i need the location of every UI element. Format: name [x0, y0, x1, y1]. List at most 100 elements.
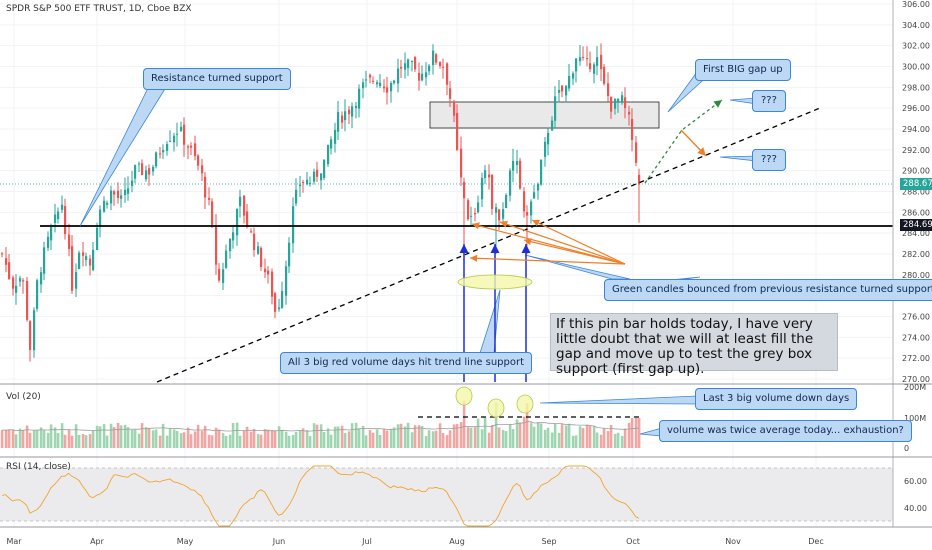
volume-bar: [60, 423, 64, 448]
volume-bar: [11, 429, 15, 448]
volume-bar: [347, 431, 351, 448]
annotation-question-2[interactable]: ???: [752, 149, 786, 171]
grey-gap-box: [429, 101, 660, 129]
annotation-question-1[interactable]: ???: [752, 90, 786, 112]
candle-body: [453, 102, 456, 116]
candle-body: [439, 61, 442, 66]
volume-bar: [277, 426, 281, 448]
month-tick-label: Jul: [361, 537, 372, 546]
candle-body: [208, 197, 211, 200]
candle-body: [456, 112, 459, 150]
month-tick-label: Apr: [90, 537, 105, 546]
volume-bar: [231, 423, 235, 448]
volume-tick-label: 0: [904, 444, 909, 453]
volume-bar: [609, 425, 613, 448]
volume-bar: [116, 422, 120, 448]
candle-body: [1, 253, 4, 255]
volume-bar: [553, 423, 557, 448]
candle-body: [155, 152, 158, 167]
price-tick-label: 302.00: [902, 42, 930, 51]
price-tick-label: 284.00: [902, 229, 930, 238]
candle-body: [617, 98, 620, 103]
volume-bar: [161, 423, 165, 448]
volume-bar: [406, 422, 410, 448]
candle-body: [365, 79, 368, 81]
volume-bar: [515, 419, 519, 448]
volume-bar: [431, 431, 435, 448]
price-tick-label: 298.00: [902, 83, 930, 92]
candle-body: [565, 85, 568, 96]
volume-bar: [343, 432, 347, 448]
candle-body: [547, 132, 550, 145]
candle-body: [383, 86, 386, 89]
candle-body: [421, 73, 424, 81]
volume-bar: [133, 429, 137, 448]
annotation-trend-line[interactable]: All 3 big red volume days hit trend line…: [280, 352, 533, 374]
volume-bar: [420, 426, 424, 448]
volume-bar: [42, 430, 46, 448]
annotation-resistance-turned-support[interactable]: Resistance turned support: [143, 68, 291, 90]
volume-bar: [606, 431, 610, 448]
candle-body: [309, 182, 312, 184]
volume-bar: [417, 425, 421, 448]
volume-bar: [469, 427, 473, 448]
volume-bars: [0, 400, 641, 448]
volume-bar: [441, 433, 445, 448]
candle-body: [236, 208, 239, 236]
candle-body: [243, 195, 246, 216]
annotation-volume-twice[interactable]: volume was twice average today... exhaus…: [659, 420, 912, 442]
volume-bar: [56, 433, 60, 448]
volume-bar: [340, 425, 344, 448]
volume-bar: [88, 434, 92, 448]
volume-bar: [508, 424, 512, 448]
volume-bar: [364, 435, 368, 448]
volume-bar: [214, 427, 218, 448]
candle-body: [425, 72, 428, 78]
annotation-first-gap[interactable]: First BIG gap up: [695, 59, 791, 81]
candle-body: [47, 236, 50, 248]
volume-bar: [333, 426, 337, 448]
volume-bar: [137, 433, 141, 448]
volume-bar: [7, 429, 11, 448]
volume-bar: [98, 426, 102, 448]
volume-bar: [455, 424, 459, 448]
candle-body: [593, 64, 596, 74]
volume-bar: [252, 428, 256, 448]
volume-bar: [259, 434, 263, 448]
rsi-line: [1, 465, 640, 527]
candle-body: [334, 129, 337, 144]
volume-bar: [476, 418, 480, 448]
rsi-label: RSI (14, close): [6, 462, 71, 472]
support-price-tag: 284.69: [900, 219, 932, 231]
candle-body: [57, 211, 60, 220]
candle-body: [138, 163, 141, 165]
candle-body: [348, 109, 351, 115]
candle-body: [117, 190, 120, 199]
candle-body: [274, 293, 277, 312]
volume-bar: [105, 435, 109, 448]
volume-bar: [350, 423, 354, 448]
volume-highlight-circle: [455, 386, 473, 406]
volume-bar: [574, 435, 578, 448]
volume-bar: [18, 428, 22, 448]
volume-bar: [32, 430, 36, 448]
price-tick-label: 300.00: [902, 63, 930, 72]
annotation-last-volume-days[interactable]: Last 3 big volume down days: [695, 388, 858, 410]
annotation-green-candles[interactable]: Green candles bounced from previous resi…: [604, 279, 932, 301]
volume-bar: [501, 429, 505, 448]
candle-body: [141, 163, 144, 176]
volume-bar: [473, 427, 477, 448]
volume-bar: [480, 429, 484, 448]
volume-bar: [39, 427, 43, 448]
volume-bar: [35, 429, 39, 448]
candle-body: [509, 170, 512, 196]
candle-body: [428, 65, 431, 72]
trend-line: [156, 107, 821, 383]
candle-body: [411, 61, 414, 63]
volume-bar: [525, 403, 529, 448]
volume-bar: [263, 429, 267, 448]
volume-bar: [511, 429, 515, 448]
rsi-band: [0, 468, 893, 521]
volume-bar: [179, 433, 183, 448]
